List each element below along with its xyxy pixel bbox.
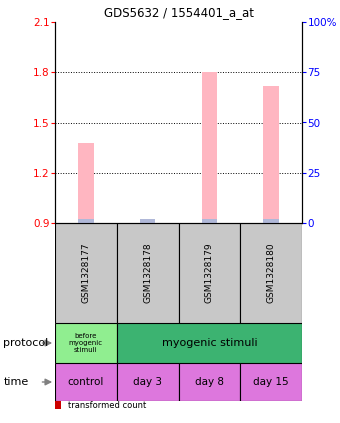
Bar	[78, 219, 94, 223]
Text: time: time	[3, 377, 29, 387]
Title: GDS5632 / 1554401_a_at: GDS5632 / 1554401_a_at	[103, 6, 254, 19]
Text: day 3: day 3	[133, 377, 162, 387]
Text: GSM1328179: GSM1328179	[205, 243, 214, 303]
Bar	[55, 323, 117, 363]
Bar	[140, 219, 155, 223]
Bar	[140, 219, 155, 223]
Bar	[240, 363, 302, 401]
Bar	[117, 223, 178, 323]
Bar	[78, 143, 94, 223]
Text: day 8: day 8	[195, 377, 224, 387]
Bar	[264, 85, 279, 223]
Text: GSM1328178: GSM1328178	[143, 243, 152, 303]
Bar	[202, 219, 217, 223]
Text: day 15: day 15	[253, 377, 289, 387]
Bar	[55, 223, 117, 323]
Bar	[178, 363, 240, 401]
Bar	[178, 223, 240, 323]
Text: myogenic stimuli: myogenic stimuli	[162, 338, 257, 348]
Bar	[264, 219, 279, 223]
Text: protocol: protocol	[3, 338, 49, 348]
Text: GSM1328180: GSM1328180	[267, 243, 276, 303]
Bar	[240, 223, 302, 323]
Text: before
myogenic
stimuli: before myogenic stimuli	[69, 333, 103, 353]
Bar	[117, 323, 302, 363]
Text: GSM1328177: GSM1328177	[81, 243, 90, 303]
Text: control: control	[68, 377, 104, 387]
Bar	[202, 72, 217, 223]
Bar	[117, 363, 178, 401]
Text: transformed count: transformed count	[68, 401, 146, 410]
Bar	[55, 363, 117, 401]
